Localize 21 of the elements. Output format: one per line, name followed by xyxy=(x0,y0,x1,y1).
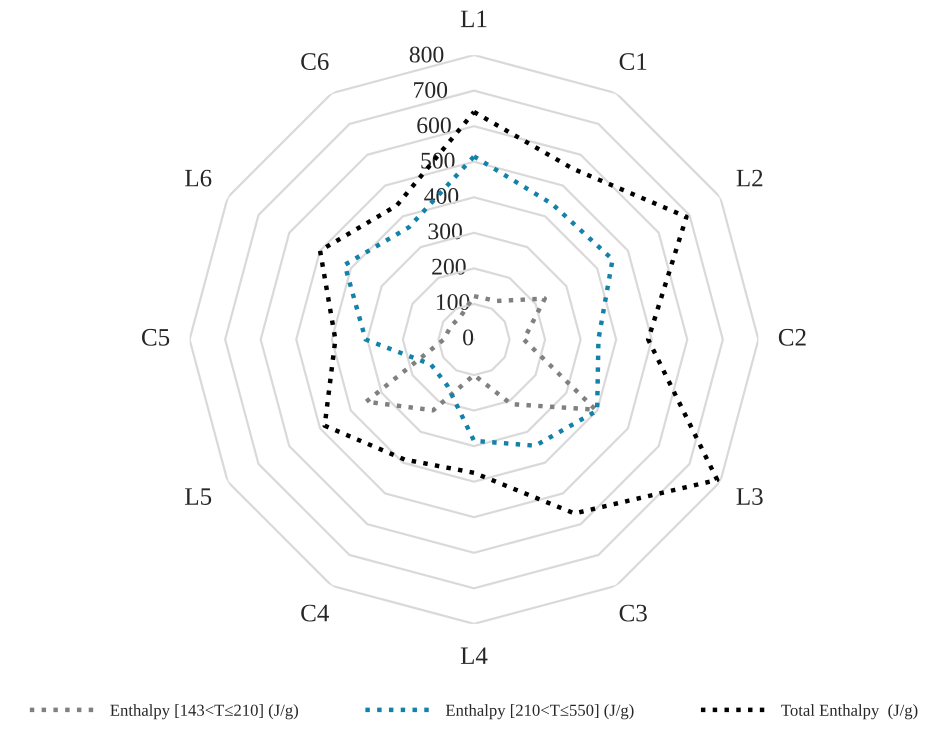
y-tick-label: 300 xyxy=(428,223,462,240)
spoke-label: C1 xyxy=(620,53,646,70)
y-tick-label: 700 xyxy=(414,82,448,98)
spoke-label: L4 xyxy=(460,647,488,664)
y-tick-label: 200 xyxy=(432,258,466,275)
y-tick-label: 0 xyxy=(463,329,474,346)
y-tick-label: 800 xyxy=(410,46,444,63)
spoke-label: L5 xyxy=(185,488,212,505)
spoke-label: C3 xyxy=(620,604,647,622)
spoke-label: L2 xyxy=(736,170,762,186)
spoke-label: C2 xyxy=(778,328,806,346)
y-tick-label: 600 xyxy=(417,117,451,134)
legend-label: Total Enthalpy (J/g) xyxy=(781,704,918,720)
spoke-label: C5 xyxy=(142,328,170,346)
legend-label: Enthalpy [143<T≤210] (J/g) xyxy=(110,704,298,720)
spoke-label: L1 xyxy=(460,10,486,28)
spoke-label: L6 xyxy=(185,170,212,187)
legend-label: Enthalpy [210<T≤550] (J/g) xyxy=(446,704,634,720)
spoke-label: L3 xyxy=(736,488,763,505)
spoke-label: C4 xyxy=(301,604,329,622)
spoke-label: C6 xyxy=(301,53,329,70)
